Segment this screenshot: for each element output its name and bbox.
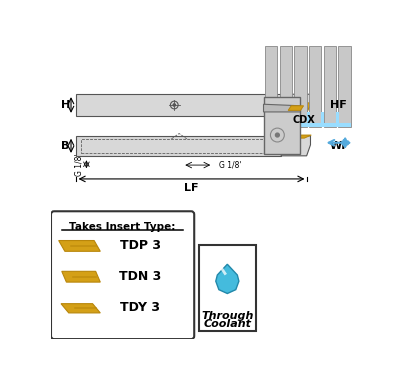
Text: Through: Through: [201, 311, 254, 321]
Text: CDX: CDX: [293, 115, 316, 125]
Circle shape: [173, 104, 176, 106]
Bar: [76, 136, 281, 156]
Text: HF: HF: [330, 100, 346, 110]
Bar: [294, 46, 307, 127]
Bar: [81, 139, 270, 153]
Text: H: H: [61, 100, 70, 110]
Polygon shape: [61, 304, 100, 313]
Polygon shape: [59, 240, 100, 251]
Text: LF: LF: [184, 183, 199, 193]
Polygon shape: [294, 103, 311, 115]
Bar: [264, 96, 300, 154]
Text: Takes Insert Type:: Takes Insert Type:: [70, 222, 176, 232]
Polygon shape: [264, 104, 300, 112]
Text: G 1/8': G 1/8': [74, 153, 83, 176]
Bar: [321, 112, 324, 127]
Text: Coolant: Coolant: [203, 319, 251, 329]
Polygon shape: [62, 271, 100, 282]
Text: WF: WF: [330, 141, 350, 151]
Polygon shape: [288, 106, 304, 110]
Text: B: B: [62, 141, 70, 151]
Text: TDY 3: TDY 3: [120, 301, 160, 314]
Text: TDP 3: TDP 3: [120, 239, 161, 253]
Text: G 1/8': G 1/8': [219, 160, 242, 170]
Bar: [338, 46, 350, 127]
Bar: [336, 112, 339, 127]
Bar: [76, 94, 281, 116]
Polygon shape: [216, 264, 239, 293]
Bar: [292, 112, 295, 127]
Text: TDN 3: TDN 3: [119, 270, 162, 283]
Bar: [265, 123, 350, 127]
Polygon shape: [287, 135, 311, 138]
Bar: [324, 46, 336, 127]
Bar: [309, 46, 321, 127]
Circle shape: [276, 133, 279, 137]
Circle shape: [293, 144, 294, 146]
Bar: [280, 46, 292, 127]
Polygon shape: [281, 94, 310, 116]
Polygon shape: [281, 136, 310, 156]
Bar: [265, 46, 277, 127]
FancyBboxPatch shape: [51, 211, 194, 339]
Bar: [199, 245, 256, 331]
Bar: [307, 112, 310, 127]
Bar: [277, 112, 280, 127]
